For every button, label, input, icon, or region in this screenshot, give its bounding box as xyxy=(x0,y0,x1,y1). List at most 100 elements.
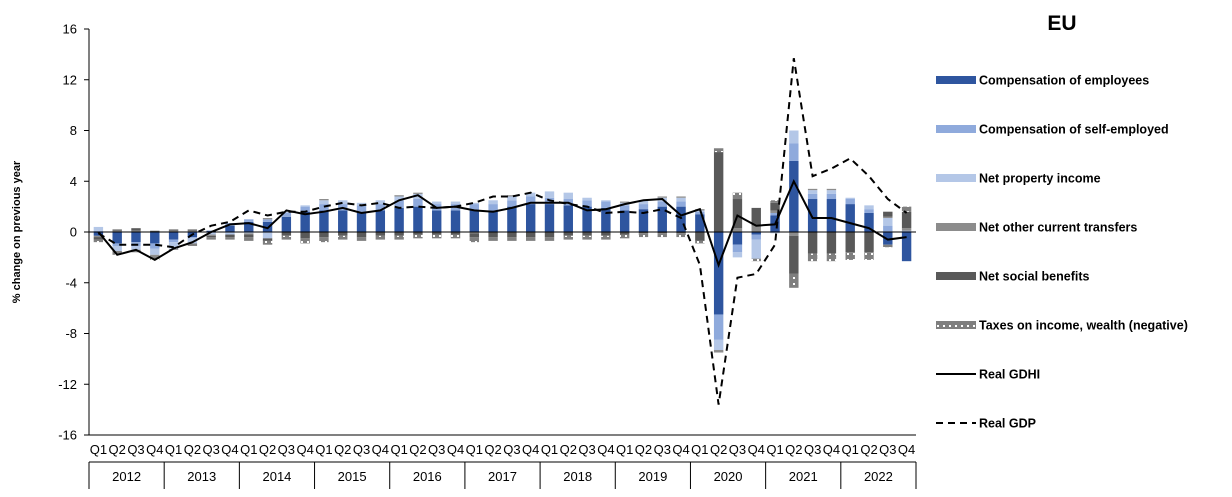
bar-taxes-on-income-wealth-negative xyxy=(93,239,104,243)
line-real-gdhi xyxy=(97,178,907,268)
y-tick-label: -8 xyxy=(65,326,77,341)
bar-net-other-current-transfers xyxy=(168,230,179,232)
legend-label-compensation-of-employees: Compensation of employees xyxy=(979,74,1149,88)
y-tick-label: 8 xyxy=(70,123,77,138)
bar-net-other-current-transfers xyxy=(469,232,480,234)
legend: Compensation of employees Compensation of… xyxy=(936,74,1188,431)
bar-net-property-income xyxy=(544,191,555,198)
bar-net-social-benefits xyxy=(413,232,423,235)
bar-net-social-benefits xyxy=(544,232,555,238)
bar-compensation-of-employees xyxy=(713,232,724,315)
bar-net-property-income xyxy=(807,190,818,194)
bar-taxes-on-income-wealth-negative xyxy=(338,235,348,240)
bar-compensation-of-self-employed xyxy=(676,201,686,207)
bar-net-social-benefits xyxy=(563,232,573,236)
x-tick-label-quarter: Q2 xyxy=(635,442,652,457)
y-tick-label: -16 xyxy=(58,428,77,443)
bar-net-social-benefits xyxy=(244,234,254,238)
bar-net-social-benefits xyxy=(807,232,818,254)
legend-swatch-taxes-on-income-wealth-negative xyxy=(936,321,976,329)
bar-taxes-on-income-wealth-negative xyxy=(544,237,555,241)
bar-compensation-of-self-employed xyxy=(826,193,837,200)
bar-net-property-income xyxy=(826,190,837,194)
bar-taxes-on-income-wealth-negative xyxy=(413,234,423,239)
bar-taxes-on-income-wealth-negative xyxy=(131,249,141,253)
bar-net-social-benefits xyxy=(206,235,216,238)
bar-net-social-benefits xyxy=(695,232,705,241)
bar-compensation-of-employees xyxy=(375,210,386,232)
bar-net-property-income xyxy=(469,202,480,205)
bar-compensation-of-employees xyxy=(845,204,855,232)
bar-taxes-on-income-wealth-negative xyxy=(432,234,442,239)
bar-compensation-of-self-employed xyxy=(319,204,329,211)
x-tick-label-quarter: Q2 xyxy=(785,442,802,457)
legend-label-compensation-of-self-employed: Compensation of self-employed xyxy=(979,123,1169,137)
bar-net-property-income xyxy=(507,196,517,201)
bar-net-other-current-transfers xyxy=(262,218,273,220)
bar-taxes-on-income-wealth-negative xyxy=(281,235,292,240)
bar-compensation-of-employees xyxy=(112,232,122,244)
bar-net-social-benefits xyxy=(319,232,329,238)
bar-compensation-of-self-employed xyxy=(413,199,423,207)
bar-net-property-income xyxy=(112,245,122,252)
bar-net-property-income xyxy=(281,211,292,213)
bar-compensation-of-self-employed xyxy=(901,230,912,232)
x-tick-label-quarter: Q3 xyxy=(278,442,295,457)
bar-net-property-income xyxy=(150,248,160,255)
bar-taxes-on-income-wealth-negative xyxy=(883,244,893,248)
bar-taxes-on-income-wealth-negative xyxy=(789,273,799,288)
bar-net-social-benefits xyxy=(751,207,761,226)
bar-taxes-on-income-wealth-negative xyxy=(300,238,310,244)
bar-net-social-benefits xyxy=(507,232,517,238)
bar-compensation-of-employees xyxy=(488,210,498,232)
bar-net-social-benefits xyxy=(281,232,292,236)
x-tick-label-quarter: Q3 xyxy=(428,442,445,457)
bar-net-social-benefits xyxy=(112,229,122,231)
x-tick-label-quarter: Q1 xyxy=(315,442,332,457)
x-tick-label-quarter: Q3 xyxy=(127,442,144,457)
bar-net-other-current-transfers xyxy=(206,234,216,236)
bar-compensation-of-self-employed xyxy=(375,204,386,211)
bar-compensation-of-self-employed xyxy=(187,237,198,239)
x-tick-label-quarter: Q3 xyxy=(578,442,595,457)
bar-compensation-of-self-employed xyxy=(883,225,893,232)
bar-taxes-on-income-wealth-negative xyxy=(901,206,912,212)
x-tick-label-quarter: Q3 xyxy=(804,442,821,457)
bar-net-social-benefits xyxy=(300,232,310,239)
x-tick-label-quarter: Q2 xyxy=(184,442,201,457)
bar-taxes-on-income-wealth-negative xyxy=(225,237,235,240)
bar-net-social-benefits xyxy=(262,238,273,241)
bar-net-social-benefits xyxy=(356,232,367,238)
x-tick-label-quarter: Q1 xyxy=(766,442,783,457)
bar-net-other-current-transfers xyxy=(319,199,329,201)
bar-net-other-current-transfers xyxy=(901,228,912,231)
bar-taxes-on-income-wealth-negative xyxy=(375,235,386,240)
bar-net-other-current-transfers xyxy=(807,188,818,191)
y-tick-label: 4 xyxy=(70,174,77,189)
bar-taxes-on-income-wealth-negative xyxy=(638,233,649,238)
legend-swatch-net-social-benefits xyxy=(936,272,976,280)
bar-compensation-of-employees xyxy=(789,160,799,232)
bar-taxes-on-income-wealth-negative xyxy=(751,258,761,262)
bar-net-social-benefits xyxy=(582,232,592,236)
bar-net-social-benefits xyxy=(657,232,667,234)
bar-net-social-benefits xyxy=(676,232,686,234)
bar-net-property-income xyxy=(225,232,235,235)
bar-net-social-benefits xyxy=(789,235,799,274)
bar-net-property-income xyxy=(168,242,179,249)
x-tick-label-quarter: Q4 xyxy=(597,442,614,457)
chart-title: EU xyxy=(1047,12,1076,35)
x-tick-label-year: 2019 xyxy=(638,469,667,484)
bar-net-other-current-transfers xyxy=(770,210,780,213)
bar-compensation-of-employees xyxy=(601,207,611,232)
bar-compensation-of-employees xyxy=(244,221,254,232)
bar-compensation-of-employees xyxy=(131,232,141,243)
bar-net-property-income xyxy=(413,193,423,200)
bar-net-property-income xyxy=(338,200,348,205)
bar-compensation-of-employees xyxy=(413,206,423,232)
x-tick-label-quarter: Q4 xyxy=(898,442,915,457)
bar-taxes-on-income-wealth-negative xyxy=(826,253,837,262)
bar-net-social-benefits xyxy=(619,232,630,235)
bar-net-property-income xyxy=(206,232,216,235)
